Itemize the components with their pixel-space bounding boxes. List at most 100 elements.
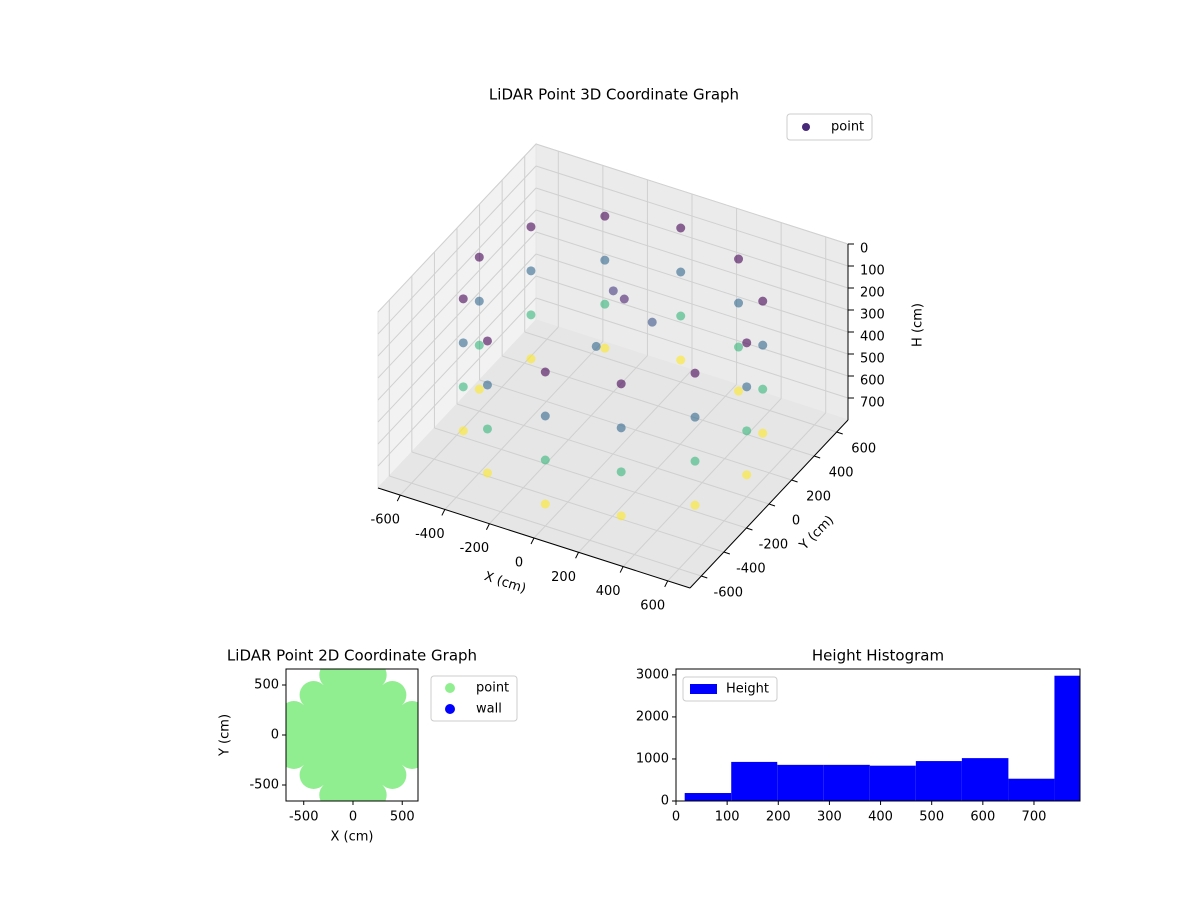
z-tick-label: 0	[860, 242, 868, 257]
grid-line	[456, 403, 770, 505]
x-tick-label: 200	[551, 570, 576, 585]
legend-box	[682, 676, 778, 702]
x-tick-label: 600	[640, 598, 665, 613]
point	[690, 500, 700, 510]
grid-line	[535, 253, 849, 355]
z-tick-label: 500	[860, 352, 885, 367]
grid-line	[535, 165, 849, 267]
z-tick-label: 400	[860, 330, 885, 345]
legend-marker	[445, 704, 455, 714]
grid-line	[535, 209, 849, 311]
point	[608, 286, 618, 296]
y-tick-label: 500	[254, 678, 279, 693]
point	[690, 456, 700, 466]
y-tick-label: 400	[829, 466, 854, 481]
x-tick-label: 500	[390, 810, 415, 825]
y-tick-label: 3000	[636, 667, 669, 682]
tick-mark	[768, 503, 776, 507]
x-tick-label: 300	[817, 810, 842, 825]
bar	[869, 765, 916, 801]
point	[458, 426, 468, 436]
point	[474, 252, 484, 262]
plot-frame	[675, 668, 1081, 802]
point	[482, 380, 492, 390]
point	[540, 455, 550, 465]
point	[358, 701, 387, 729]
point	[742, 338, 752, 348]
legend-patch	[690, 684, 717, 694]
x-tick-label: 0	[515, 556, 523, 571]
legend-label: Height	[726, 682, 769, 697]
point	[734, 254, 744, 264]
grid-line	[377, 165, 537, 335]
grid-line	[377, 143, 537, 313]
point	[526, 310, 536, 320]
point	[540, 411, 550, 421]
legend-marker	[802, 123, 810, 131]
tick-mark	[530, 537, 535, 545]
tick-mark	[791, 479, 798, 483]
point	[482, 468, 492, 478]
point	[319, 761, 348, 789]
point	[734, 386, 744, 396]
point	[616, 511, 626, 521]
point	[758, 384, 768, 394]
point	[358, 721, 387, 749]
point	[338, 681, 367, 709]
grid-line	[377, 253, 537, 423]
point	[358, 781, 387, 801]
grid-line	[535, 231, 849, 333]
z-axis-label: H (cm)	[911, 303, 926, 347]
grid-line	[411, 451, 725, 553]
point	[319, 681, 348, 709]
point	[758, 296, 768, 306]
y-tick-label: 0	[661, 794, 669, 809]
y-tick-label: -400	[736, 562, 766, 577]
tick-mark	[723, 551, 731, 555]
tick-mark	[701, 575, 708, 579]
tick-mark	[813, 455, 821, 459]
x-tick-label: 0	[672, 810, 680, 825]
point	[742, 426, 752, 436]
z-tick-label: 600	[860, 374, 885, 389]
point	[338, 721, 367, 749]
z-tick-label: 100	[860, 264, 885, 279]
point	[600, 299, 610, 309]
bar	[731, 761, 778, 801]
bar	[961, 758, 1009, 801]
x-tick-label: 400	[868, 810, 893, 825]
point	[474, 340, 484, 350]
point	[540, 499, 550, 509]
x-tick-label: -400	[415, 527, 445, 542]
point	[734, 342, 744, 352]
point	[616, 467, 626, 477]
chart-title: LiDAR Point 2D Coordinate Graph	[227, 647, 477, 665]
grid-line	[524, 331, 837, 433]
tick-mark	[664, 580, 669, 588]
x-tick-label: 500	[919, 810, 944, 825]
y-tick-label: -200	[759, 538, 789, 553]
z-tick-label: 300	[860, 308, 885, 323]
point	[690, 368, 700, 378]
tick-mark	[485, 523, 490, 530]
x-tick-label: 0	[349, 810, 357, 825]
point	[319, 701, 348, 729]
bar	[823, 764, 870, 801]
x-axis-label: X (cm)	[331, 830, 374, 845]
tick-mark	[836, 431, 843, 435]
point	[526, 222, 536, 232]
point	[338, 761, 367, 789]
point	[647, 317, 657, 327]
bar	[1054, 675, 1080, 801]
legend-label: wall	[476, 702, 502, 717]
point	[398, 741, 418, 769]
grid-line	[535, 143, 849, 245]
point	[319, 721, 348, 749]
point	[358, 741, 387, 769]
tick-mark	[746, 527, 753, 531]
point	[676, 311, 686, 321]
bar	[915, 761, 962, 801]
grid-line	[377, 209, 537, 379]
point	[378, 681, 407, 709]
